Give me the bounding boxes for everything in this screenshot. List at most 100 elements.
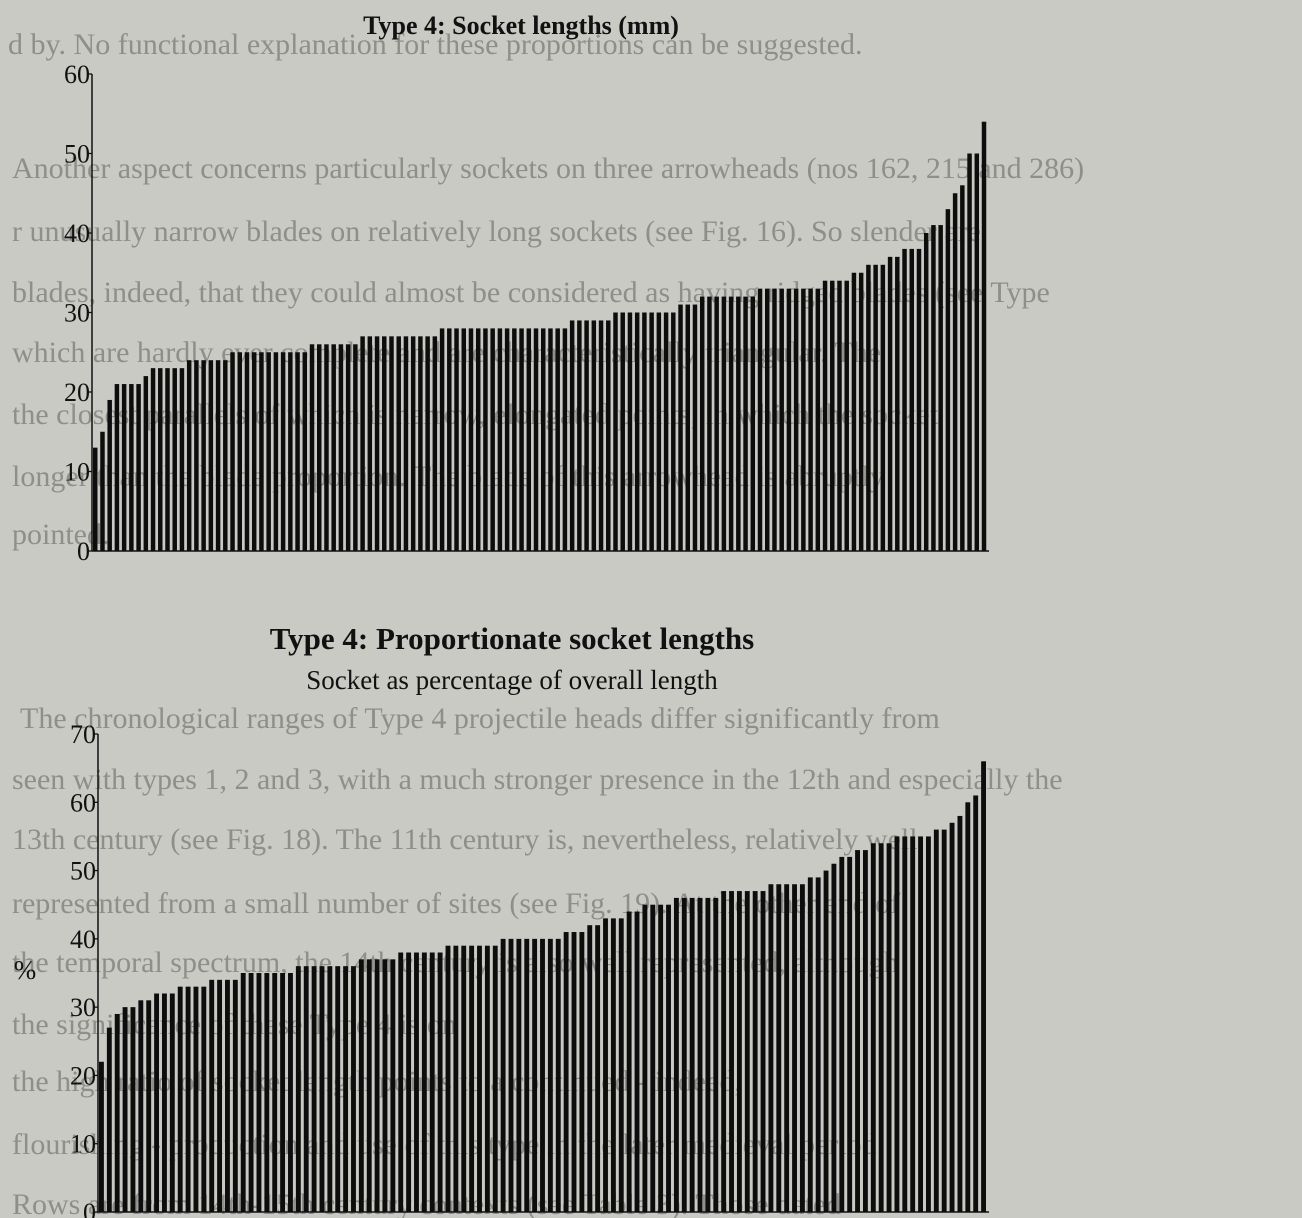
- bar: [129, 384, 134, 551]
- bar: [418, 336, 423, 551]
- y-tick-label: 50: [70, 857, 96, 886]
- bar: [981, 761, 986, 1212]
- bar: [288, 352, 293, 551]
- bar: [642, 904, 648, 1212]
- bar: [634, 312, 640, 551]
- bar: [618, 918, 624, 1212]
- bar: [784, 884, 790, 1212]
- bar: [689, 897, 695, 1212]
- proportionate-socket-lengths-chart: Type 4: Proportionate socket lengths Soc…: [14, 621, 989, 1218]
- bar: [351, 966, 356, 1212]
- background-text-line: 13th century (see Fig. 18). The 11th cen…: [12, 823, 918, 856]
- bar: [681, 897, 687, 1212]
- bar: [421, 952, 427, 1212]
- bar: [429, 952, 435, 1212]
- bar: [776, 884, 782, 1212]
- bar: [902, 248, 907, 551]
- bar: [209, 979, 215, 1212]
- bar: [136, 384, 141, 551]
- bar: [627, 312, 633, 551]
- bar: [150, 368, 156, 551]
- bar: [240, 973, 246, 1212]
- bar: [331, 344, 336, 551]
- bar: [933, 829, 939, 1212]
- bar: [295, 966, 301, 1212]
- bar: [981, 121, 987, 551]
- bar: [244, 352, 250, 551]
- bar: [504, 328, 510, 551]
- bar: [201, 360, 206, 551]
- bar: [713, 897, 719, 1212]
- bar: [454, 328, 459, 551]
- bar: [208, 360, 214, 551]
- bar: [532, 938, 538, 1212]
- bar: [264, 973, 270, 1212]
- bar: [598, 320, 604, 551]
- bar: [642, 312, 647, 551]
- y-tick-label: 30: [70, 993, 96, 1022]
- bar: [146, 1000, 152, 1212]
- bar: [477, 945, 482, 1212]
- y-tick-label: 20: [70, 1061, 96, 1090]
- bar: [121, 384, 127, 551]
- bar: [851, 272, 857, 551]
- bar: [406, 952, 412, 1212]
- bar: [138, 1000, 144, 1212]
- bar: [909, 248, 914, 551]
- chart2-y-axis-label: %: [14, 955, 37, 985]
- bar: [974, 153, 980, 551]
- bar: [822, 280, 828, 551]
- bar: [973, 795, 979, 1212]
- bar: [541, 328, 546, 551]
- bar: [217, 979, 223, 1212]
- bar: [225, 979, 230, 1212]
- bar: [779, 288, 784, 551]
- bar: [862, 850, 868, 1212]
- bar: [945, 209, 951, 551]
- bar: [343, 966, 349, 1212]
- y-tick-label: 30: [64, 299, 90, 328]
- bar: [490, 328, 495, 551]
- bar: [439, 328, 445, 551]
- bar: [432, 336, 438, 551]
- bar: [673, 897, 679, 1212]
- bar: [130, 1007, 136, 1212]
- bar: [610, 918, 616, 1212]
- bar: [469, 945, 475, 1212]
- bar: [295, 352, 300, 551]
- bar: [403, 336, 409, 551]
- bar: [158, 368, 163, 551]
- y-tick-label: 40: [70, 925, 96, 954]
- socket-lengths-chart: Type 4: Socket lengths (mm) 0 10 20 30 40 50 6…: [64, 11, 989, 566]
- bar: [569, 320, 575, 551]
- bar: [232, 979, 238, 1212]
- bar: [248, 973, 254, 1212]
- chart2-axes: 0 10 20 30 40 50 60 70: [70, 720, 989, 1218]
- bar: [194, 360, 199, 551]
- bar: [461, 945, 467, 1212]
- bar: [844, 280, 849, 551]
- background-text-line: represented from a small number of sites…: [12, 887, 900, 920]
- bar: [768, 884, 774, 1212]
- bar: [858, 272, 864, 551]
- bar: [526, 328, 532, 551]
- bar: [201, 986, 207, 1212]
- bar: [114, 1013, 120, 1212]
- bar: [519, 328, 524, 551]
- bar: [678, 304, 683, 551]
- bar: [916, 248, 922, 551]
- bar: [808, 288, 813, 551]
- bar: [453, 945, 459, 1212]
- bar: [579, 932, 585, 1212]
- background-text-line: Another aspect concerns particularly soc…: [12, 152, 1084, 185]
- bar: [302, 352, 308, 551]
- bar: [548, 328, 553, 551]
- bar: [855, 850, 860, 1212]
- bar: [663, 312, 669, 551]
- bar: [193, 986, 199, 1212]
- bar: [577, 320, 582, 551]
- y-tick-label: 0: [83, 1198, 96, 1218]
- bar: [303, 966, 309, 1212]
- bar: [533, 328, 539, 551]
- bar: [99, 1061, 104, 1212]
